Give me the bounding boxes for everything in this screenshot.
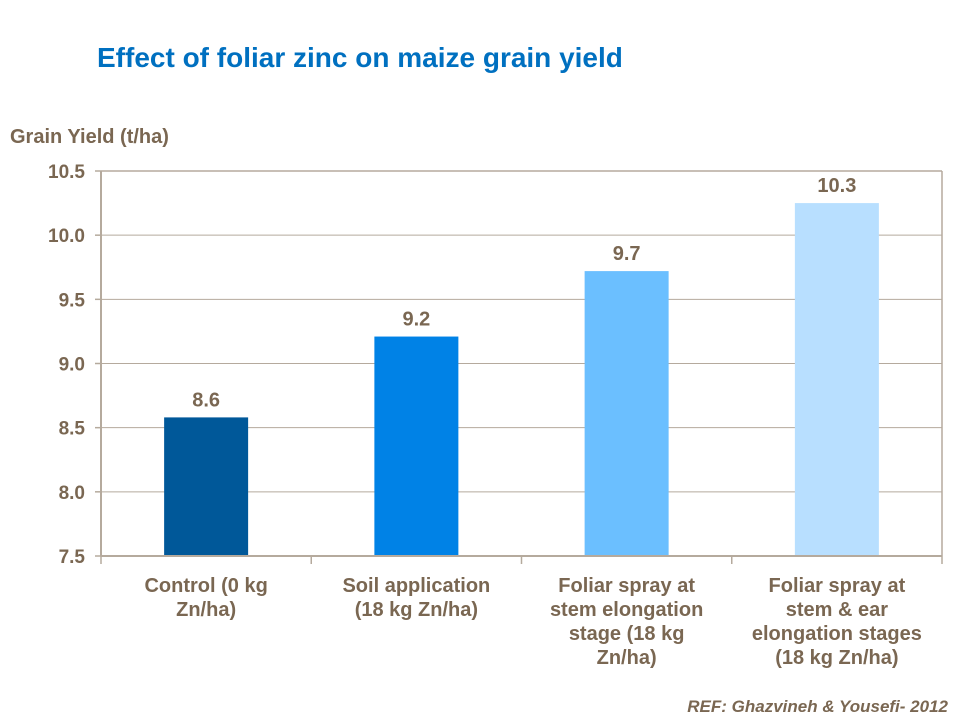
y-tick-label: 10.5 (48, 162, 85, 183)
chart-title: Effect of foliar zinc on maize grain yie… (97, 42, 623, 73)
x-tick-label: Control (0 kg (144, 575, 267, 597)
data-label: 8.6 (192, 389, 220, 411)
x-tick-label: (18 kg Zn/ha) (775, 647, 898, 669)
x-tick-label: stem elongation (550, 599, 703, 621)
x-tick-label: Foliar spray at (558, 575, 695, 597)
bar (794, 203, 879, 557)
bar (374, 336, 459, 556)
x-tick-label: stage (18 kg (569, 623, 685, 645)
data-label: 10.3 (817, 175, 856, 197)
source-reference: REF: Ghazvineh & Yousefi- 2012 (687, 697, 948, 716)
bar (164, 417, 249, 556)
y-tick-label: 7.5 (59, 547, 86, 568)
x-tick-label: Zn/ha) (597, 647, 657, 669)
y-tick-label: 9.5 (59, 290, 86, 311)
data-label: 9.2 (402, 309, 430, 331)
y-tick-label: 8.0 (59, 483, 85, 504)
x-tick-label: (18 kg Zn/ha) (355, 599, 478, 621)
x-tick-label: stem & ear (786, 599, 888, 621)
bar (584, 271, 669, 556)
y-tick-label: 9.0 (59, 355, 85, 376)
data-label: 9.7 (613, 243, 641, 265)
x-tick-label: elongation stages (752, 623, 922, 645)
x-tick-label: Zn/ha) (176, 599, 236, 621)
y-axis-label: Grain Yield (t/ha) (10, 126, 169, 148)
x-tick-label: Soil application (342, 575, 490, 597)
y-tick-label: 8.5 (59, 419, 86, 440)
y-tick-label: 10.0 (48, 226, 85, 247)
x-tick-label: Foliar spray at (769, 575, 906, 597)
